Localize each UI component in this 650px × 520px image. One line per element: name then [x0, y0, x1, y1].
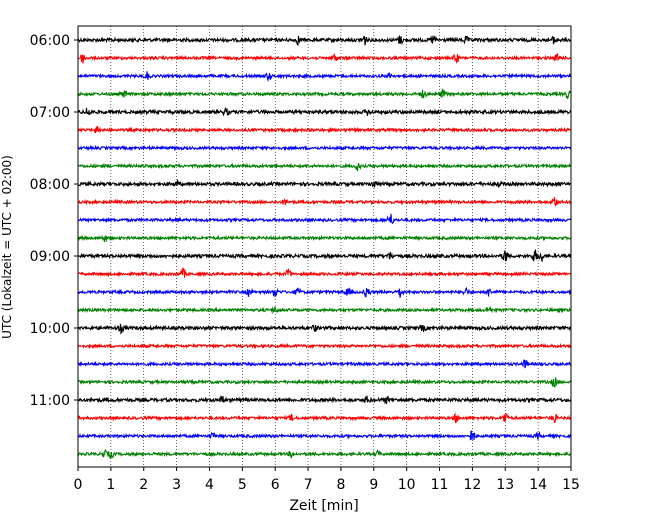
trace-1145 — [77, 448, 572, 459]
trace-0830 — [77, 213, 572, 225]
x-tick-label-5: 5 — [238, 477, 247, 493]
trace-0700 — [77, 106, 572, 117]
x-tick-label-3: 3 — [172, 477, 181, 493]
trace-1130 — [77, 430, 572, 441]
trace-line — [77, 71, 572, 82]
trace-0945 — [77, 305, 572, 315]
trace-0930 — [77, 286, 572, 298]
trace-1015 — [77, 342, 572, 350]
y-tick-label-1100: 11:00 — [30, 393, 70, 409]
trace-line — [77, 342, 572, 350]
x-tick-label-7: 7 — [304, 477, 313, 493]
trace-0815 — [77, 196, 572, 207]
trace-line — [77, 377, 572, 388]
trace-line — [77, 249, 572, 262]
trace-0915 — [77, 267, 572, 278]
trace-line — [77, 412, 572, 424]
x-tick-label-13: 13 — [496, 477, 514, 493]
plot-frame — [77, 25, 572, 468]
x-tick-label-1: 1 — [106, 477, 115, 493]
trace-line — [77, 430, 572, 441]
trace-0715 — [77, 125, 572, 134]
y-axis: 06:00 07:00 08:00 09:00 10:00 11:00 — [30, 33, 78, 409]
y-tick-label-0900: 09:00 — [30, 249, 70, 265]
trace-line — [77, 106, 572, 117]
trace-line — [77, 35, 572, 47]
x-tick-label-2: 2 — [139, 477, 148, 493]
trace-layer — [77, 35, 572, 459]
trace-0615 — [77, 53, 572, 64]
x-tick-label-4: 4 — [205, 477, 214, 493]
trace-line — [77, 359, 572, 369]
y-tick-label-1000: 10:00 — [30, 321, 70, 337]
trace-0645 — [77, 88, 572, 100]
trace-1000 — [77, 323, 572, 335]
trace-line — [77, 267, 572, 278]
trace-0800 — [77, 179, 572, 188]
trace-line — [77, 88, 572, 100]
trace-line — [77, 305, 572, 315]
trace-0600 — [77, 35, 572, 47]
x-tick-label-15: 15 — [562, 477, 580, 493]
x-tick-label-8: 8 — [336, 477, 345, 493]
x-tick-label-10: 10 — [398, 477, 416, 493]
trace-1030 — [77, 359, 572, 369]
trace-line — [77, 162, 572, 172]
trace-line — [77, 144, 572, 152]
trace-line — [77, 448, 572, 459]
trace-line — [77, 323, 572, 335]
y-tick-label-0800: 08:00 — [30, 177, 70, 193]
trace-line — [77, 234, 572, 243]
trace-1115 — [77, 412, 572, 424]
trace-line — [77, 213, 572, 225]
x-tick-label-14: 14 — [529, 477, 547, 493]
trace-line — [77, 286, 572, 298]
trace-line — [77, 53, 572, 64]
trace-0900 — [77, 249, 572, 262]
trace-0745 — [77, 162, 572, 172]
trace-line — [77, 196, 572, 207]
x-tick-label-12: 12 — [463, 477, 481, 493]
trace-line — [77, 125, 572, 134]
trace-line — [77, 179, 572, 188]
x-tick-label-0: 0 — [74, 477, 83, 493]
trace-0730 — [77, 144, 572, 152]
x-tick-label-6: 6 — [271, 477, 280, 493]
y-tick-label-0700: 07:00 — [30, 105, 70, 121]
trace-0845 — [77, 234, 572, 243]
x-axis: 0 1 2 3 4 5 6 7 8 9 10 11 12 13 14 15 — [74, 467, 580, 493]
trace-0630 — [77, 71, 572, 82]
x-axis-label: Zeit [min] — [289, 498, 358, 514]
y-axis-label: UTC (Lokalzeit = UTC + 02:00) — [0, 155, 14, 339]
x-tick-label-9: 9 — [369, 477, 378, 493]
x-tick-label-11: 11 — [431, 477, 449, 493]
trace-1100 — [77, 395, 572, 405]
y-tick-label-0600: 06:00 — [30, 33, 70, 49]
trace-line — [77, 395, 572, 405]
trace-1045 — [77, 377, 572, 388]
